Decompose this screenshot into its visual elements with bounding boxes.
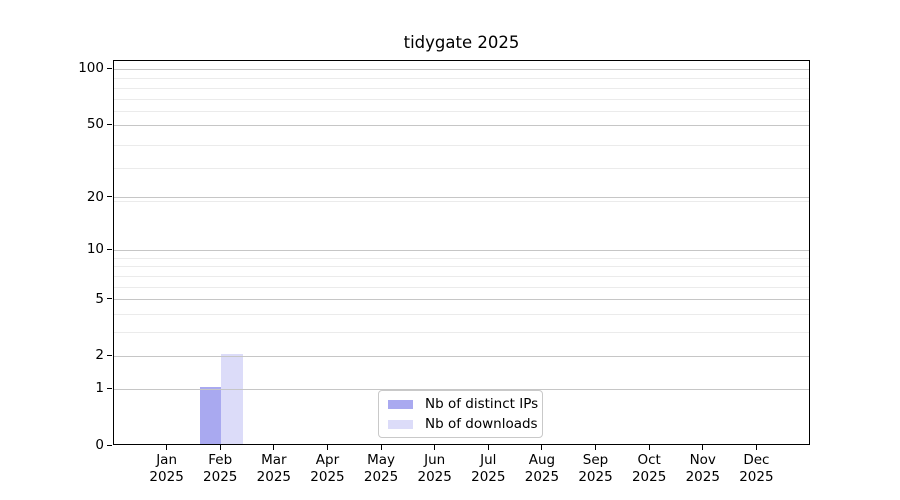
y-tick-label: 1	[95, 380, 104, 397]
x-tick-label: Oct 2025	[631, 452, 667, 485]
bar-nb-of-distinct-ips	[199, 387, 222, 444]
x-tick-mark	[326, 445, 328, 450]
legend-label: Nb of downloads	[425, 416, 538, 432]
x-tick-mark	[434, 445, 436, 450]
x-tick-label: Sep 2025	[578, 452, 613, 485]
bar-nb-of-downloads	[221, 354, 243, 444]
x-tick-label: Nov 2025	[685, 452, 720, 485]
legend-item: Nb of downloads	[379, 414, 542, 434]
y-tick-mark	[107, 67, 112, 69]
y-tick-label: 100	[78, 60, 104, 77]
y-tick-label: 5	[95, 290, 104, 307]
x-tick-mark	[648, 445, 650, 450]
y-tick-label: 10	[86, 241, 104, 258]
bar-layer	[114, 61, 809, 444]
x-tick-mark	[702, 445, 704, 450]
y-tick-label: 20	[86, 188, 104, 205]
x-tick-mark	[219, 445, 221, 450]
legend-swatch	[388, 419, 413, 429]
y-tick-label: 2	[95, 347, 104, 364]
x-tick-label: Feb 2025	[203, 452, 238, 485]
x-tick-mark	[273, 445, 275, 450]
x-tick-label: Mar 2025	[256, 452, 292, 485]
x-tick-mark	[380, 445, 382, 450]
y-tick-mark	[107, 354, 112, 356]
x-tick-mark	[166, 445, 168, 450]
legend-item: Nb of distinct IPs	[379, 394, 542, 414]
chart-title: tidygate 2025	[403, 33, 520, 52]
x-tick-label: Dec 2025	[739, 452, 774, 485]
y-tick-label: 0	[95, 437, 104, 453]
x-tick-mark	[755, 445, 757, 450]
y-tick-mark	[107, 298, 112, 300]
x-tick-label: Jul 2025	[471, 452, 506, 485]
plot-area	[113, 60, 810, 445]
x-tick-label: Aug 2025	[524, 452, 560, 485]
legend-swatch	[388, 399, 413, 409]
y-tick-mark	[107, 387, 112, 389]
x-tick-mark	[487, 445, 489, 450]
x-tick-label: Jan 2025	[149, 452, 184, 485]
y-tick-label: 50	[86, 116, 104, 133]
x-tick-label: Apr 2025	[310, 452, 345, 485]
x-tick-mark	[541, 445, 543, 450]
x-tick-label: Jun 2025	[417, 452, 452, 485]
legend: Nb of distinct IPs Nb of downloads	[378, 390, 543, 438]
y-tick-mark	[107, 248, 112, 250]
y-tick-mark	[107, 196, 112, 198]
y-tick-mark	[107, 444, 112, 446]
x-tick-label: May 2025	[363, 452, 399, 485]
legend-label: Nb of distinct IPs	[425, 396, 539, 412]
x-tick-mark	[595, 445, 597, 450]
y-tick-mark	[107, 123, 112, 125]
